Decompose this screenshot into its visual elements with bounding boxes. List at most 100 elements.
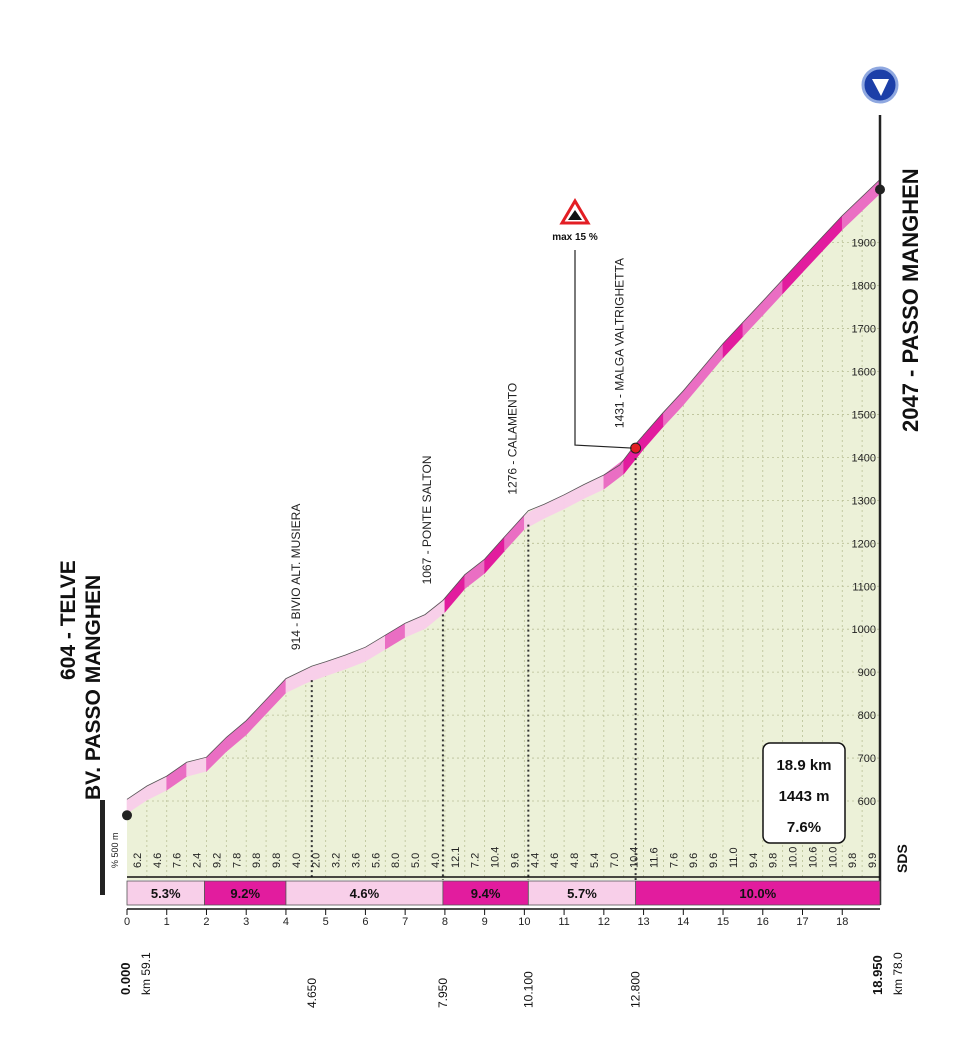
x-tick-label: 16 bbox=[757, 916, 769, 928]
km-gradient-value: 7.6 bbox=[668, 853, 680, 868]
km-gradient-value: 2.0 bbox=[311, 853, 323, 868]
y-tick-label: 600 bbox=[858, 796, 876, 808]
x-tick-label: 17 bbox=[796, 916, 808, 928]
x-tick-label: 6 bbox=[362, 916, 368, 928]
y-tick-label: 1500 bbox=[852, 409, 876, 421]
scale-label: % 500 m bbox=[110, 832, 120, 868]
y-tick-label: 800 bbox=[858, 710, 876, 722]
waypoint-distance: 7.950 bbox=[436, 978, 450, 1008]
km-gradient-value: 11.6 bbox=[649, 847, 661, 868]
x-tick-label: 12 bbox=[598, 916, 610, 928]
x-tick-label: 18 bbox=[836, 916, 848, 928]
y-tick-label: 1100 bbox=[852, 581, 876, 593]
profile-area bbox=[127, 179, 880, 880]
km-gradient-value: 9.6 bbox=[708, 853, 720, 868]
sector-box bbox=[527, 880, 637, 906]
x-tick-label: 13 bbox=[637, 916, 649, 928]
km-gradient-value: 9.4 bbox=[748, 853, 760, 868]
max-gradient-leader bbox=[574, 250, 632, 449]
y-tick-label: 700 bbox=[858, 753, 876, 765]
km-gradient-value: 7.0 bbox=[609, 853, 621, 868]
start-post bbox=[100, 800, 105, 895]
km-gradient-value: 9.8 bbox=[847, 853, 859, 868]
start-marker bbox=[122, 810, 132, 821]
x-tick-label: 1 bbox=[164, 916, 170, 928]
km-gradient-value: 4.8 bbox=[569, 853, 581, 868]
km-gradient-value: 4.6 bbox=[549, 853, 561, 868]
km-gradient-value: 9.6 bbox=[509, 853, 521, 868]
x-tick-label: 11 bbox=[558, 916, 569, 928]
km-gradient-value: 5.0 bbox=[410, 853, 422, 868]
end-distance: 18.950 bbox=[870, 955, 885, 995]
sector-grade: 5.7% bbox=[567, 886, 597, 901]
km-gradient-value: 12.1 bbox=[450, 847, 462, 868]
km-gradient-value: 4.0 bbox=[291, 853, 303, 868]
km-gradient-value: 5.6 bbox=[370, 853, 382, 868]
km-gradient-value: 8.0 bbox=[390, 853, 402, 868]
y-tick-label: 1900 bbox=[852, 238, 876, 250]
y-tick-label: 1400 bbox=[852, 452, 876, 464]
y-tick-label: 1800 bbox=[852, 281, 876, 293]
max-gradient-label: max 15 % bbox=[552, 232, 598, 243]
km-gradient-value: 3.6 bbox=[350, 853, 362, 868]
summary-distance: 18.9 km bbox=[776, 757, 831, 774]
sector-box bbox=[635, 880, 881, 906]
slope-icon bbox=[568, 210, 582, 220]
finish-title: 2047 - PASSO MANGHEN bbox=[898, 168, 923, 432]
x-tick-label: 3 bbox=[243, 916, 249, 928]
summary-gain: 1443 m bbox=[779, 788, 830, 805]
km-gradient-value: 7.8 bbox=[231, 853, 243, 868]
finish-arrow-icon bbox=[872, 79, 889, 96]
start-distance: 0.000 bbox=[118, 962, 133, 995]
start-subtitle: BV. PASSO MANGHEN bbox=[82, 575, 105, 800]
waypoint-label: 1431 - MALGA VALTRIGHETTA bbox=[613, 258, 627, 428]
x-tick-label: 0 bbox=[124, 916, 130, 928]
km-gradient-value: 3.2 bbox=[331, 853, 343, 868]
x-tick-label: 2 bbox=[203, 916, 209, 928]
y-tick-label: 1700 bbox=[852, 324, 876, 336]
waypoint-distance: 10.100 bbox=[521, 971, 535, 1008]
x-tick-label: 5 bbox=[323, 916, 329, 928]
km-gradient-value: 4.6 bbox=[152, 853, 164, 868]
y-tick-label: 1000 bbox=[852, 624, 876, 636]
sector-grade: 9.2% bbox=[230, 886, 260, 901]
y-tick-label: 1600 bbox=[852, 367, 876, 379]
km-gradient-value: 4.4 bbox=[529, 853, 541, 868]
waypoint-label: 914 - BIVIO ALT. MUSIERA bbox=[289, 504, 303, 651]
profile-outline bbox=[126, 179, 881, 800]
max-gradient-dot bbox=[630, 442, 642, 454]
km-gradient-value: 4.0 bbox=[430, 853, 442, 868]
y-tick-label: 1300 bbox=[852, 495, 876, 507]
km-gradient-value: 9.8 bbox=[768, 853, 780, 868]
y-tick-label: 1200 bbox=[852, 538, 876, 550]
summary-box bbox=[762, 742, 846, 844]
km-gradient-value: 5.4 bbox=[589, 853, 601, 868]
km-gradient-value: 9.6 bbox=[688, 853, 700, 868]
sector-box bbox=[126, 880, 205, 906]
x-tick-label: 8 bbox=[442, 916, 448, 928]
x-tick-label: 14 bbox=[677, 916, 689, 928]
end-km: km 78.0 bbox=[891, 952, 905, 995]
x-tick-label: 7 bbox=[402, 916, 408, 928]
sector-grade: 9.4% bbox=[471, 886, 501, 901]
y-tick-label: 900 bbox=[858, 667, 876, 679]
sds-logo: SDS bbox=[894, 844, 910, 873]
km-gradient-value: 7.2 bbox=[470, 853, 482, 868]
x-tick-label: 10 bbox=[518, 916, 530, 928]
waypoint-label: 1276 - CALAMENTO bbox=[505, 383, 519, 495]
summary-avg: 7.6% bbox=[787, 819, 821, 836]
waypoint-distance: 4.650 bbox=[305, 978, 319, 1008]
waypoint-label: 1067 - PONTE SALTON bbox=[420, 455, 434, 584]
sector-grade: 10.0% bbox=[739, 886, 776, 901]
sector-box bbox=[442, 880, 529, 906]
km-gradient-value: 11.0 bbox=[728, 847, 740, 868]
sector-grade: 4.6% bbox=[350, 886, 380, 901]
km-gradient-value: 9.9 bbox=[867, 853, 879, 868]
x-tick-label: 9 bbox=[482, 916, 488, 928]
km-gradient-value: 2.4 bbox=[192, 853, 204, 868]
km-gradient-value: 6.2 bbox=[132, 853, 144, 868]
km-gradient-value: 7.6 bbox=[172, 853, 184, 868]
x-tick-label: 4 bbox=[283, 916, 289, 928]
km-gradient-value: 10.0 bbox=[827, 847, 839, 868]
